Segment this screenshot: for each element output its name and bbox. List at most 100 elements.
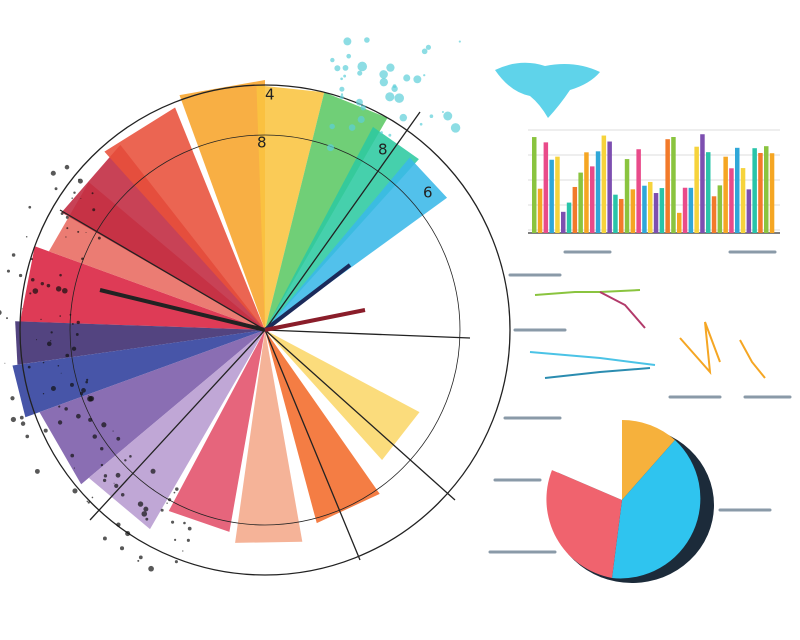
splatter-dot — [364, 37, 370, 43]
splatter-dot — [152, 489, 154, 490]
splatter — [0, 37, 461, 572]
wedge — [39, 330, 265, 485]
radial-line — [264, 111, 421, 331]
needle — [99, 288, 266, 332]
decor-bar — [758, 152, 763, 233]
decor-bar — [700, 134, 705, 233]
decor-bar — [688, 187, 694, 233]
pie-slice — [622, 419, 675, 500]
wedge — [265, 92, 388, 330]
splatter-dot — [342, 64, 349, 71]
splatter-dot — [29, 292, 32, 295]
splatter-dot — [73, 191, 76, 194]
splatter-dot — [50, 170, 56, 176]
splatter-dot — [0, 310, 2, 315]
splatter-dot — [330, 57, 335, 63]
splatter-dot — [329, 123, 335, 130]
splatter-dot — [71, 346, 77, 351]
radial-line — [89, 329, 266, 521]
splatter-dot — [46, 283, 51, 288]
decor-bar — [648, 181, 653, 233]
decor-bar — [613, 194, 618, 233]
splatter-dot — [137, 559, 140, 562]
radial-needles — [99, 263, 366, 332]
splatter-dot — [160, 508, 164, 512]
splatter-dot — [62, 287, 68, 294]
decor-bar — [549, 159, 554, 233]
splatter-dot — [334, 65, 341, 72]
splatter-dot — [69, 313, 72, 316]
splatter-dot — [30, 257, 33, 261]
splatter-dot — [91, 192, 94, 195]
splatter-dot — [388, 133, 392, 137]
splatter-dot — [76, 413, 81, 419]
decor-bar — [555, 156, 560, 233]
splatter-dot — [150, 468, 156, 474]
decor-bar — [595, 151, 601, 233]
splatter-dot — [40, 318, 42, 321]
decor-bar — [532, 137, 537, 233]
decor-bar — [619, 198, 624, 233]
world-map — [495, 62, 600, 118]
decor-bar — [764, 146, 769, 233]
wedge — [168, 330, 265, 532]
splatter-dot — [50, 331, 53, 334]
wedge — [61, 144, 265, 330]
splatter-dot — [174, 560, 178, 564]
inner-ring — [69, 134, 461, 526]
splatter-dot — [141, 511, 148, 517]
sketch-line — [599, 291, 646, 329]
splatter-dot — [450, 123, 461, 133]
splatter-dot — [65, 236, 67, 238]
decor-bar — [723, 156, 728, 233]
splatter-dot — [42, 361, 45, 364]
decor-bar — [671, 137, 676, 233]
radial-line — [59, 209, 266, 331]
sketch-line — [529, 351, 656, 366]
splatter-dot — [25, 434, 30, 439]
splatter-dot — [75, 333, 79, 336]
splatter-dot — [92, 434, 97, 439]
decor-bar — [572, 186, 578, 233]
splatter-dot — [443, 111, 453, 121]
splatter-dot — [340, 77, 343, 81]
decor-bar — [543, 142, 549, 233]
splatter-dot — [166, 502, 168, 504]
radial-label: 8 — [378, 141, 388, 159]
decor-bar — [746, 189, 752, 233]
splatter-dot — [34, 468, 40, 474]
splatter-dot — [80, 197, 82, 199]
splatter-dot — [78, 178, 80, 181]
splatter-dot — [148, 565, 154, 572]
splatter-dot — [116, 436, 121, 441]
decor-bar — [769, 153, 775, 233]
decor-bar — [584, 152, 589, 233]
splatter-dot — [458, 40, 461, 43]
splatter-dot — [125, 531, 131, 537]
radial-wedges — [12, 80, 448, 543]
splatter-dot — [394, 93, 405, 103]
splatter-dot — [92, 208, 96, 212]
sketch-line — [534, 289, 641, 296]
radial-line — [264, 329, 471, 339]
wedge — [235, 330, 303, 543]
splatter-dot — [114, 483, 119, 488]
splatter-dot — [379, 78, 389, 87]
splatter-dot — [102, 478, 107, 483]
splatter-dot — [60, 372, 62, 374]
splatter-dot — [54, 187, 58, 191]
splatter-dot — [91, 496, 94, 499]
splatter-dot — [79, 391, 84, 396]
decor-bar — [537, 188, 543, 233]
decor-bar — [607, 141, 612, 233]
splatter-dot — [360, 104, 366, 111]
splatter-dot — [357, 115, 365, 124]
splatter-dot — [143, 506, 149, 512]
outer-ring — [19, 84, 511, 576]
pie-illustration — [546, 419, 714, 583]
bar-chart-illustration — [528, 129, 780, 234]
splatter-dot — [101, 422, 107, 428]
placeholder-captions — [488, 250, 792, 554]
